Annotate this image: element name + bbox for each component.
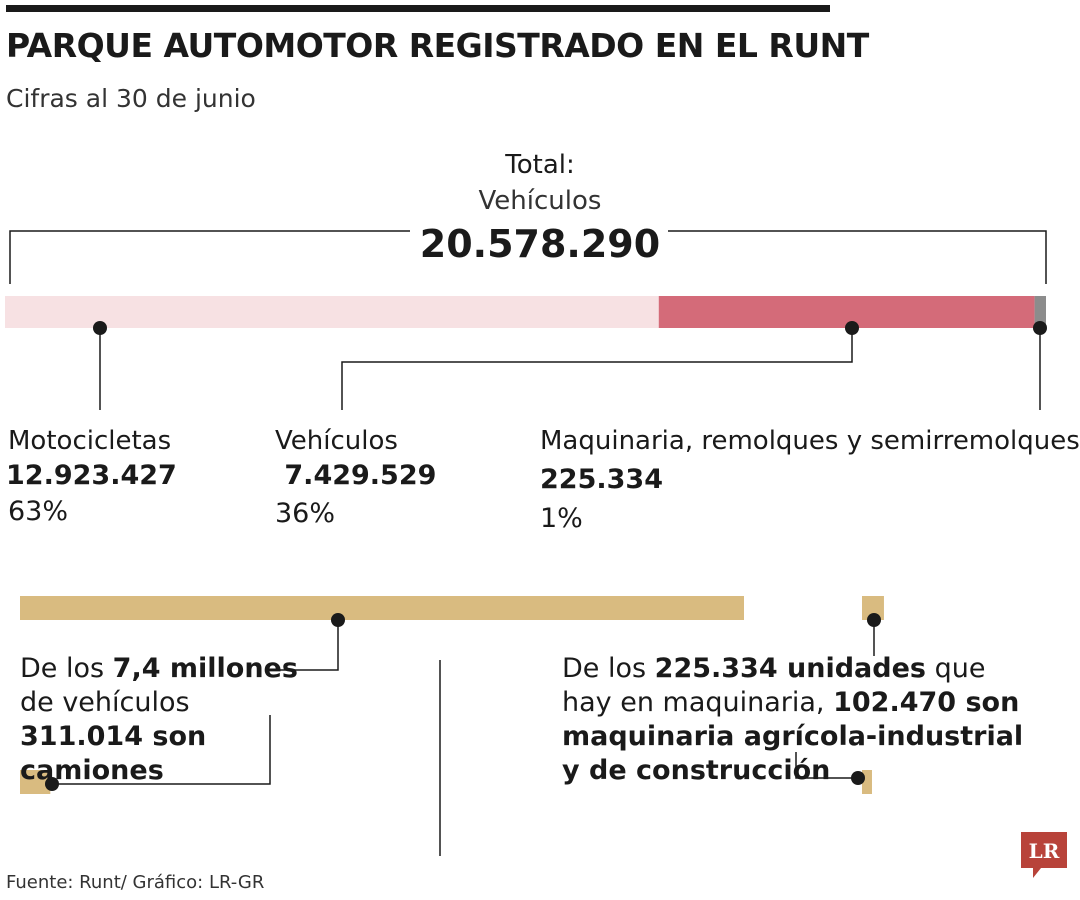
bar-segment-vehiculos xyxy=(658,296,1035,328)
label-motocicletas: Motocicletas xyxy=(8,426,172,456)
note-vehiculos-text-2: de vehículos xyxy=(20,687,190,718)
top-rule xyxy=(6,5,830,12)
value-motocicletas: 12.923.427 xyxy=(6,460,177,491)
dot-breakdown-vehiculos xyxy=(331,613,345,627)
dot-vehiculos xyxy=(845,321,859,335)
breakdown-bars xyxy=(20,596,884,794)
pct-motocicletas: 63% xyxy=(8,496,69,527)
note-maquinaria: De los 225.334 unidades que hay en maqui… xyxy=(562,652,1032,788)
dot-motocicletas xyxy=(93,321,107,335)
leader-camiones xyxy=(52,715,271,785)
source-note: Fuente: Runt/ Gráfico: LR-GR xyxy=(6,872,265,893)
total-bracket xyxy=(9,230,1047,284)
value-vehiculos: 7.429.529 xyxy=(275,460,437,491)
leader-lines xyxy=(52,328,1041,785)
dot-agricola xyxy=(851,771,865,785)
leader-vehiculos xyxy=(341,328,853,410)
breakdown-agricola-bar xyxy=(862,770,872,794)
note-maquinaria-text-2: que hay en maquinaria, xyxy=(562,653,986,718)
value-maquinaria: 225.334 xyxy=(540,464,663,495)
note-maquinaria-bold-1: 225.334 unidades xyxy=(654,653,926,684)
lr-logo: LR xyxy=(1021,832,1067,878)
bracket-left xyxy=(9,230,410,284)
chart-title: PARQUE AUTOMOTOR REGISTRADO EN EL RUNT xyxy=(6,26,869,65)
chart-subtitle: Cifras al 30 de junio xyxy=(6,84,256,113)
note-maquinaria-bold-2: 102.470 son maquinaria agrícola-industri… xyxy=(562,687,1024,786)
total-label: Total: xyxy=(505,150,575,180)
bar-segment-motocicletas xyxy=(5,296,659,328)
total-sub-label: Vehículos xyxy=(478,186,602,216)
pct-maquinaria: 1% xyxy=(540,503,583,534)
label-vehiculos: Vehículos xyxy=(275,426,398,456)
note-vehiculos-text-1: De los xyxy=(20,653,113,684)
bracket-right xyxy=(668,230,1047,284)
pct-vehiculos: 36% xyxy=(275,498,336,529)
leader-note-vehiculos xyxy=(278,620,339,671)
breakdown-vehiculos-bar xyxy=(20,596,744,620)
breakdown-maquinaria-bar xyxy=(862,596,884,620)
note-vehiculos-bold-2: 311.014 son camiones xyxy=(20,721,207,786)
leader-agricola xyxy=(795,752,858,779)
total-value: 20.578.290 xyxy=(419,222,661,266)
dot-maquinaria xyxy=(1033,321,1047,335)
note-maquinaria-text-1: De los xyxy=(562,653,655,684)
note-vehiculos: De los 7,4 millones de vehículos 311.014… xyxy=(20,652,320,788)
note-vehiculos-bold-1: 7,4 millones xyxy=(112,653,298,684)
main-stacked-bar xyxy=(5,296,1046,328)
bar-segment-maquinaria xyxy=(1034,296,1046,328)
leader-dots xyxy=(45,321,1047,791)
lr-logo-shape xyxy=(1021,832,1067,878)
breakdown-camiones-bar xyxy=(20,770,51,794)
lr-logo-text: LR xyxy=(1029,839,1060,863)
dot-camiones xyxy=(45,777,59,791)
dot-breakdown-maquinaria xyxy=(867,613,881,627)
label-maquinaria: Maquinaria, remolques y semirremolques xyxy=(540,426,1080,456)
